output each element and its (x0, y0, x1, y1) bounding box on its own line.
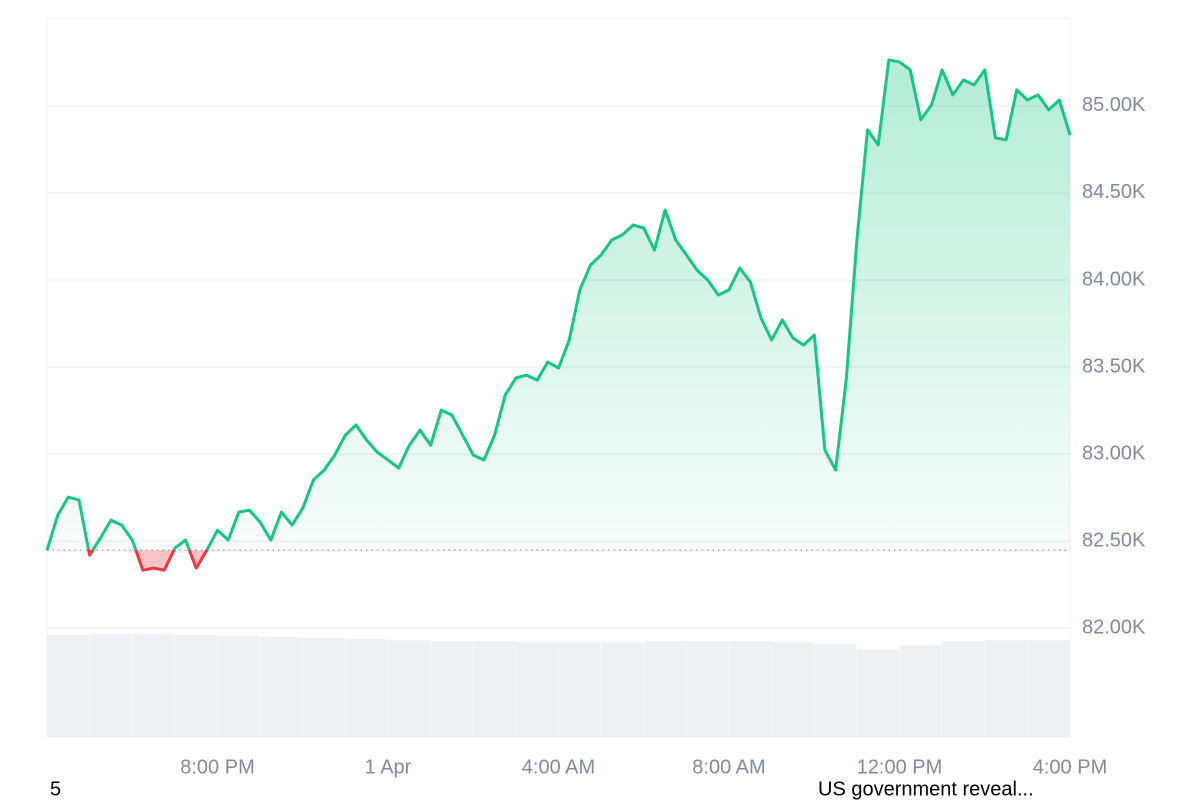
y-tick-label: 83.00K (1082, 442, 1146, 464)
volume-bar (686, 641, 729, 737)
volume-bar (430, 641, 473, 737)
volume-bar (174, 635, 217, 737)
x-tick-label: 1 Apr (365, 756, 412, 778)
volume-bar (814, 644, 857, 737)
volume-bar (345, 639, 388, 737)
x-tick-label: 8:00 PM (180, 756, 254, 778)
volume-bar (89, 633, 132, 737)
x-tick-label: 4:00 AM (522, 756, 595, 778)
volume-bar (771, 642, 814, 737)
volume-bar (473, 641, 516, 737)
volume-bar (302, 638, 345, 737)
volume-bar (260, 637, 303, 737)
volume-bar (558, 642, 601, 737)
volume-bar (899, 645, 942, 737)
x-tick-label: 12:00 PM (857, 756, 943, 778)
volume-bar (942, 641, 985, 737)
y-tick-label: 84.50K (1082, 181, 1146, 203)
volume-bar (217, 636, 260, 737)
volume-bar (1027, 640, 1070, 737)
volume-bar (729, 641, 772, 737)
annotation: US government reveal... (818, 778, 1034, 800)
volume-bar (984, 640, 1027, 737)
volume-bar (47, 635, 90, 737)
annotation: 5 (50, 778, 61, 800)
x-tick-label: 4:00 PM (1033, 756, 1107, 778)
y-tick-label: 84.00K (1082, 268, 1146, 290)
volume-bar (601, 642, 644, 737)
volume-bar (388, 640, 431, 737)
volume-bar (643, 641, 686, 737)
volume-bar (132, 633, 175, 737)
y-tick-label: 85.00K (1082, 94, 1146, 116)
price-area (47, 60, 1070, 571)
x-tick-label: 8:00 AM (692, 756, 765, 778)
volume-bar (856, 649, 899, 737)
price-line (45, 58, 1072, 572)
y-tick-label: 82.50K (1082, 529, 1146, 551)
y-tick-label: 83.50K (1082, 355, 1146, 377)
volume-bar (515, 642, 558, 737)
y-tick-label: 82.00K (1082, 616, 1146, 638)
